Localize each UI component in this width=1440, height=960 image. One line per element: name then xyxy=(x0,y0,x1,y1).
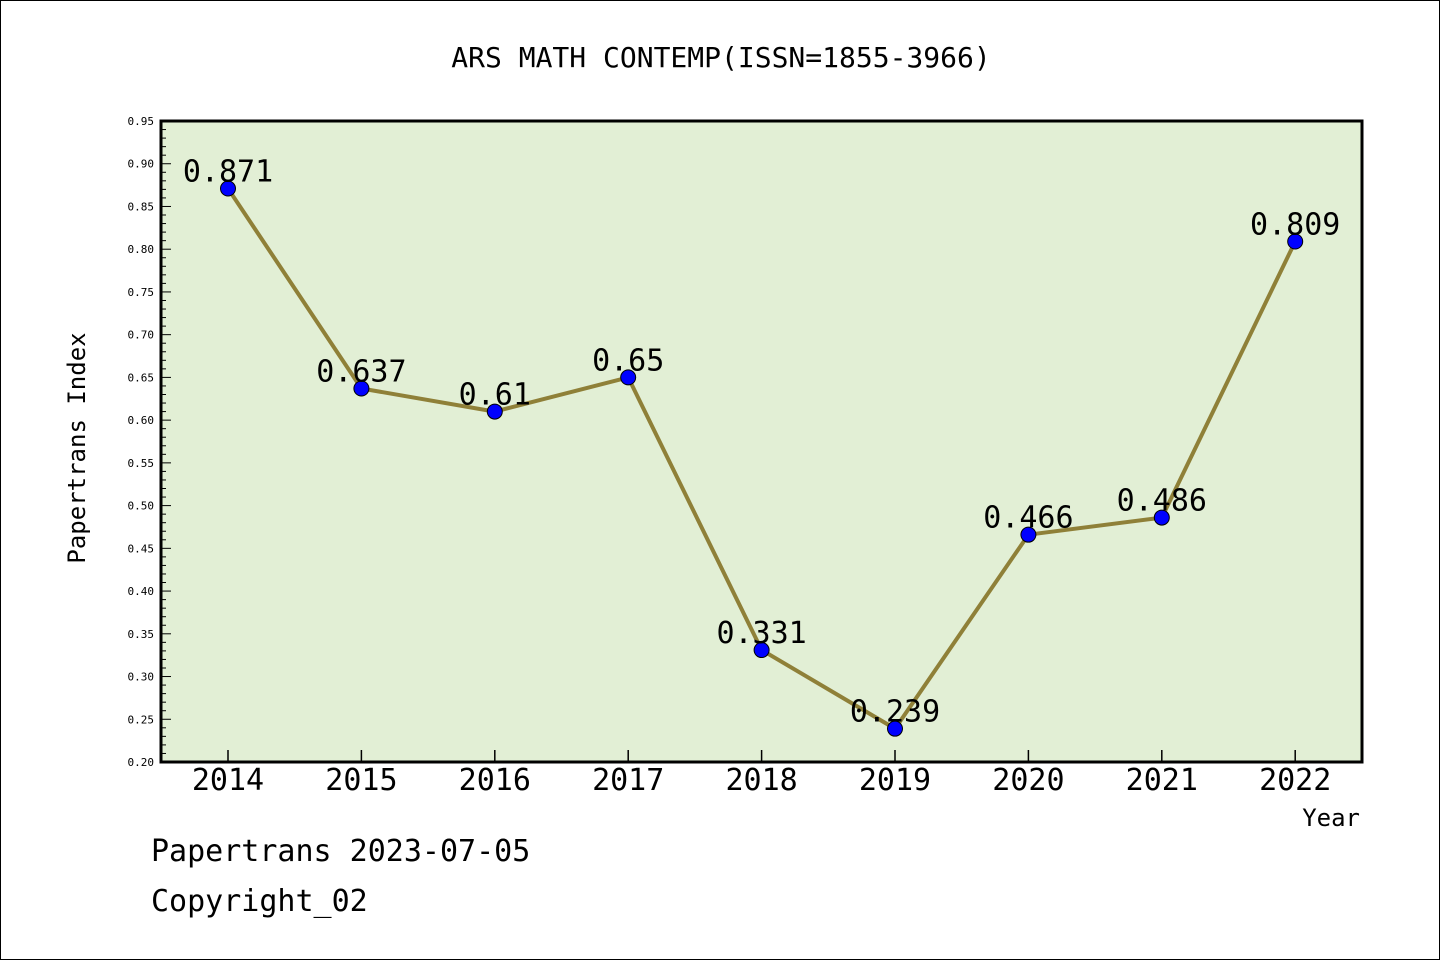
plot-frame xyxy=(159,119,1364,764)
data-point xyxy=(1020,526,1037,543)
y-tick-label: 0.55 xyxy=(128,457,155,470)
chart-title: ARS MATH CONTEMP(ISSN=1855-3966) xyxy=(451,41,990,74)
data-label: 0.331 xyxy=(716,616,806,651)
x-axis-label: Year xyxy=(1302,804,1360,832)
data-point xyxy=(887,720,903,737)
x-tick-label: 2019 xyxy=(859,763,931,798)
y-tick-label: 0.70 xyxy=(128,329,155,342)
data-label: 0.65 xyxy=(592,343,664,378)
data-label: 0.239 xyxy=(850,695,940,730)
x-tick-label: 2020 xyxy=(992,763,1064,798)
x-tick-label: 2017 xyxy=(592,763,664,798)
data-label: 0.871 xyxy=(183,155,273,190)
data-point xyxy=(1153,509,1170,526)
data-label: 0.486 xyxy=(1117,484,1207,519)
x-tick-label: 2022 xyxy=(1259,763,1331,798)
data-point xyxy=(753,642,770,659)
data-label: 0.61 xyxy=(459,378,531,413)
x-tick-label: 2016 xyxy=(459,763,531,798)
y-tick-label: 0.95 xyxy=(128,115,155,128)
y-tick-label: 0.40 xyxy=(128,585,155,598)
x-tick-label: 2015 xyxy=(325,763,397,798)
data-point xyxy=(1287,233,1304,250)
x-tick-label: 2018 xyxy=(725,763,797,798)
y-tick-label: 0.65 xyxy=(128,371,155,384)
footer-source: Papertrans 2023-07-05 xyxy=(151,834,531,869)
y-tick-label: 0.50 xyxy=(128,500,155,513)
y-tick-label: 0.35 xyxy=(128,628,155,641)
data-label: 0.637 xyxy=(316,355,406,390)
x-tick-label: 2021 xyxy=(1126,763,1198,798)
data-point xyxy=(353,380,370,397)
y-tick-label: 0.80 xyxy=(128,243,155,256)
y-tick-label: 0.75 xyxy=(128,286,155,299)
y-tick-label: 0.60 xyxy=(128,414,155,427)
data-label: 0.809 xyxy=(1250,208,1340,243)
x-tick-label: 2014 xyxy=(192,763,264,798)
y-tick-label: 0.90 xyxy=(128,158,155,171)
data-point xyxy=(220,180,236,197)
data-point xyxy=(486,403,503,420)
y-tick-label: 0.20 xyxy=(128,756,155,769)
y-axis-label: Papertrans Index xyxy=(63,332,91,563)
data-point xyxy=(620,369,637,386)
y-tick-label: 0.45 xyxy=(128,542,155,555)
footer-copyright: Copyright_02 xyxy=(151,884,368,919)
y-tick-label: 0.30 xyxy=(128,671,155,684)
plot-area xyxy=(161,121,1362,762)
y-tick-label: 0.85 xyxy=(128,200,155,213)
data-label: 0.466 xyxy=(983,501,1073,536)
y-tick-label: 0.25 xyxy=(128,713,155,726)
